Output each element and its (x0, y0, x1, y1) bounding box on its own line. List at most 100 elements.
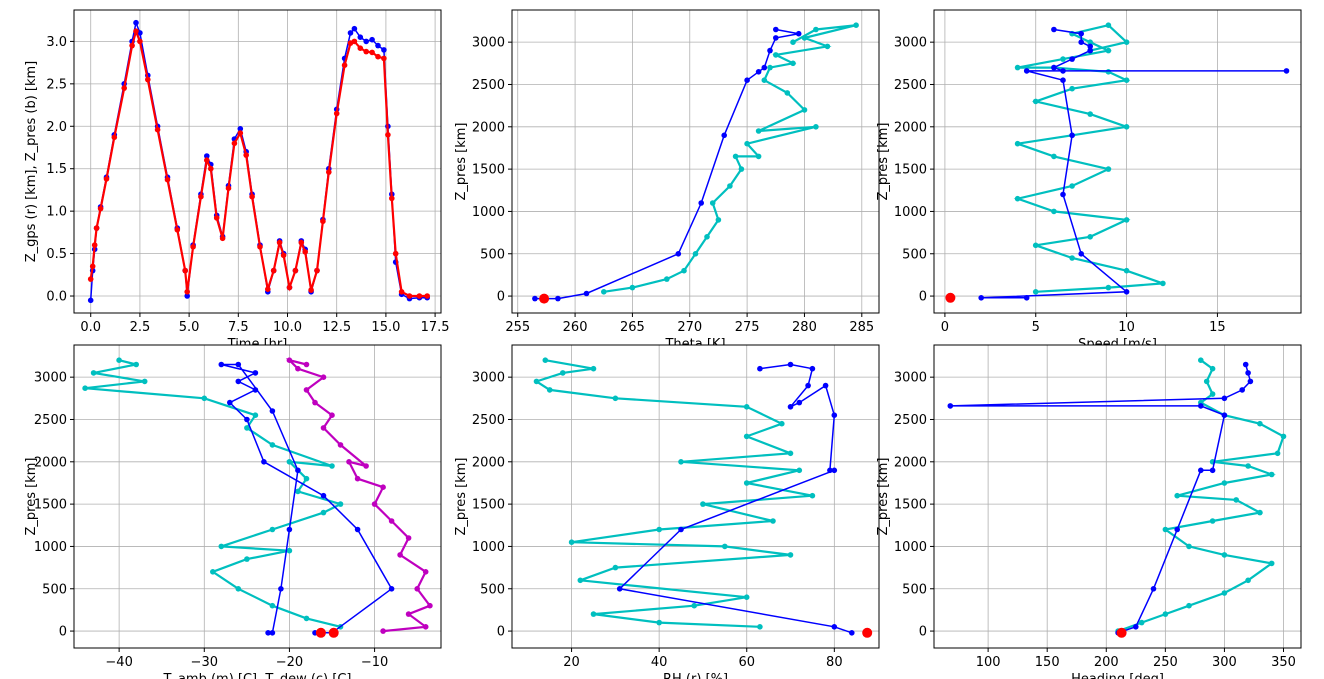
data-point-cyan (612, 395, 619, 402)
data-point-blue (761, 64, 768, 71)
y-tick-label: 2500 (34, 413, 67, 428)
x-tick-label: 7.5 (228, 320, 249, 335)
data-point-cyan (755, 153, 762, 160)
y-axis-label: Z_pres [km] (454, 458, 469, 536)
data-point-cyan (1198, 357, 1204, 364)
data-point-blue (698, 200, 704, 206)
y-tick-label: 1000 (894, 540, 927, 555)
data-point-cyan (796, 467, 803, 474)
data-point-blue (375, 42, 381, 49)
data-point-blue (351, 25, 358, 32)
data-point-red (398, 289, 405, 295)
data-point-cyan (755, 128, 762, 134)
data-point-blue (204, 153, 210, 159)
data-point-blue (831, 624, 838, 630)
y-tick-label: 0 (497, 290, 505, 305)
data-point-blue (237, 126, 244, 132)
data-point-cyan (286, 459, 293, 465)
data-point-cyan (116, 357, 122, 364)
series-line-blue (618, 363, 853, 634)
data-point-cyan (813, 26, 819, 33)
data-point-magenta (422, 569, 429, 575)
data-point-cyan (286, 547, 293, 554)
data-point-cyan (1105, 22, 1112, 29)
data-point-red (103, 176, 110, 182)
data-point-cyan (1069, 183, 1075, 189)
data-point-red (302, 249, 309, 255)
data-point-cyan (1268, 560, 1275, 567)
data-point-blue (773, 26, 779, 33)
data-point-red (249, 193, 255, 200)
data-point-red (357, 45, 364, 51)
data-point-blue (1087, 47, 1093, 54)
data-point-blue (235, 361, 242, 368)
data-point-blue (827, 467, 833, 474)
data-point-cyan (743, 480, 750, 486)
data-point-blue (1060, 68, 1066, 74)
x-tick-label: 80 (826, 655, 843, 670)
x-tick-label: 0 (941, 320, 949, 335)
data-point-red (174, 227, 181, 233)
data-point-blue (1078, 30, 1084, 37)
data-point-red (1116, 627, 1127, 638)
y-tick-label: 2500 (894, 413, 927, 428)
data-point-cyan (692, 251, 699, 257)
data-point-blue (1245, 370, 1251, 376)
data-point-cyan (1051, 153, 1057, 160)
data-point-blue (1239, 387, 1245, 393)
data-point-red (385, 132, 391, 138)
data-point-blue (269, 630, 276, 636)
data-point-red (945, 292, 956, 303)
data-point-cyan (1014, 64, 1021, 71)
data-point-cyan (141, 378, 148, 385)
data-point-cyan (303, 475, 310, 482)
data-point-red (198, 193, 204, 200)
data-point-red (328, 627, 339, 638)
y-tick-label: 2000 (34, 455, 67, 470)
data-point-cyan (1087, 39, 1093, 45)
data-point-magenta (320, 425, 327, 431)
subplot-1: 0.0 2.5 5.0 7.5 10.0 12.5 15.0 17.5 0.0 0.5 1.0 1.5… (24, 9, 450, 352)
data-point-blue (767, 47, 773, 54)
series-line-blue (981, 28, 1287, 299)
x-tick-label: 17.5 (421, 320, 450, 335)
y-tick-label: 2500 (472, 413, 505, 428)
data-point-cyan (1123, 77, 1130, 83)
data-point-cyan (1221, 480, 1228, 486)
data-point-cyan (787, 450, 794, 457)
data-point-blue (1060, 191, 1066, 198)
data-point-red (137, 38, 143, 45)
data-point-blue (1078, 251, 1084, 257)
data-point-blue (320, 492, 327, 499)
data-point-blue (1023, 68, 1030, 74)
data-point-blue (252, 370, 259, 376)
data-point-cyan (1123, 124, 1130, 130)
data-point-magenta (388, 518, 395, 524)
data-point-blue (265, 630, 271, 636)
data-point-cyan (320, 509, 327, 516)
subplot-4: −40 −30 −20 −10 0 500 1000 1500 2000 2500 3000 T_am… (24, 344, 442, 679)
data-point-red (164, 176, 171, 183)
axes-frame (511, 344, 880, 649)
y-tick-label: 1500 (894, 498, 927, 513)
data-point-blue (261, 459, 267, 465)
data-layer (532, 22, 859, 304)
data-point-cyan (757, 624, 763, 630)
x-axis-label: T_amb (m) [C], T_dew (c) [C] (163, 672, 352, 679)
data-point-blue (795, 30, 802, 37)
data-point-blue (1247, 378, 1254, 385)
data-point-blue (1174, 526, 1180, 533)
data-point-blue (1242, 361, 1249, 368)
data-point-cyan (715, 217, 722, 223)
data-point-cyan (743, 594, 750, 600)
data-point-red (89, 263, 96, 270)
data-point-blue (369, 36, 375, 43)
y-tick-label: 0 (59, 625, 67, 640)
y-tick-label: 3.0 (46, 35, 67, 50)
data-point-red (351, 38, 358, 45)
data-point-blue (978, 295, 984, 301)
data-point-blue (849, 630, 855, 636)
y-axis-label: Z_gps (r) [km], Z_pres (b) [km] (24, 61, 39, 263)
x-tick-label: 5 (1032, 320, 1040, 335)
data-point-red (276, 239, 283, 246)
